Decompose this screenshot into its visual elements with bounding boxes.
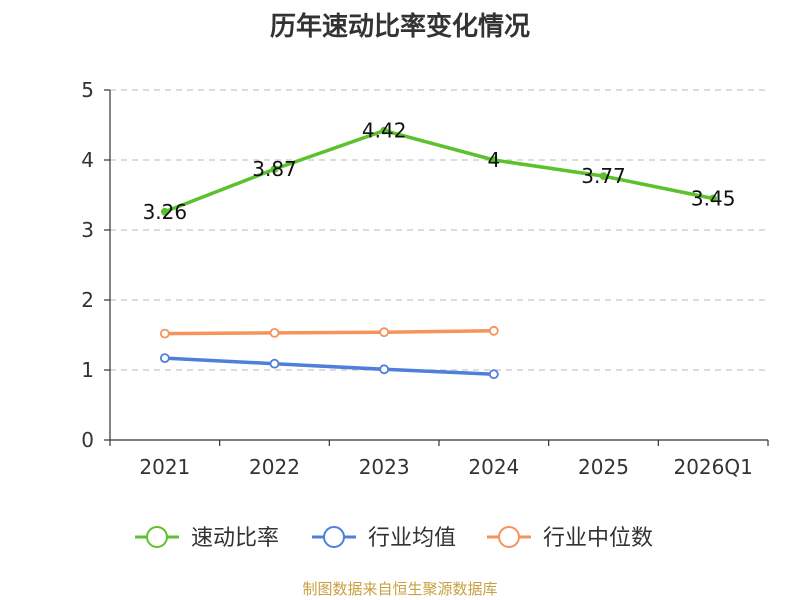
series-line-1 <box>164 356 494 376</box>
data-label-0-4: 3.77 <box>581 164 626 188</box>
chart-title: 历年速动比率变化情况 <box>269 12 530 42</box>
legend-swatch-marker-1 <box>323 526 345 548</box>
data-point-2-0 <box>159 328 170 339</box>
data-labels: 3.26 3.87 4.42 4 3.77 3.45 <box>143 119 736 224</box>
x-tick-label-2026Q1: 2026Q1 <box>673 455 752 479</box>
axes: 0 1 2 3 4 5 2021 2022 2023 2024 2025 2026Q1 <box>81 78 769 479</box>
legend-label-1: 行业均值 <box>368 526 456 551</box>
series-0 <box>160 126 718 216</box>
data-point-0-2 <box>380 126 389 135</box>
data-point-2-2 <box>379 327 390 338</box>
y-tick-label-1: 1 <box>81 358 94 382</box>
legend-item-1[interactable]: 行业均值 <box>312 526 456 551</box>
y-tick-label-0: 0 <box>81 428 94 452</box>
data-label-0-0: 3.26 <box>143 200 188 224</box>
legend-label-2: 行业中位数 <box>543 526 653 551</box>
legend-item-0[interactable]: 速动比率 <box>135 526 279 551</box>
series-line-0 <box>164 128 714 214</box>
y-tick-label-4: 4 <box>81 148 94 172</box>
data-point-2-1 <box>269 327 280 338</box>
series-1 <box>159 353 499 380</box>
data-label-0-1: 3.87 <box>252 157 297 181</box>
data-point-0-1 <box>270 165 279 174</box>
series-lines <box>159 126 718 380</box>
data-point-1-2 <box>379 364 390 375</box>
data-label-0-2: 4.42 <box>362 119 407 143</box>
data-point-0-0 <box>160 207 169 216</box>
x-tick-label-2023: 2023 <box>359 455 410 479</box>
data-point-1-0 <box>159 353 170 364</box>
x-tick-label-2022: 2022 <box>249 455 300 479</box>
legend-item-2[interactable]: 行业中位数 <box>487 526 653 551</box>
data-label-0-5: 3.45 <box>691 187 736 211</box>
x-tick-label-2021: 2021 <box>139 455 190 479</box>
source-note: 制图数据来自恒生聚源数据库 <box>302 580 498 598</box>
legend[interactable]: 速动比率 行业均值 行业中位数 <box>135 526 653 551</box>
data-point-0-3 <box>489 156 498 164</box>
y-tick-label-2: 2 <box>81 288 94 312</box>
data-point-0-4 <box>599 172 608 181</box>
legend-label-0: 速动比率 <box>191 526 279 551</box>
data-point-0-5 <box>709 194 718 203</box>
legend-swatch-marker-2 <box>498 526 520 548</box>
data-label-0-3: 4 <box>487 148 500 172</box>
grid-lines <box>110 89 768 371</box>
x-tick-label-2024: 2024 <box>468 455 519 479</box>
series-line-2 <box>164 329 494 336</box>
data-point-1-3 <box>488 369 499 380</box>
data-point-2-3 <box>488 325 499 336</box>
x-tick-label-2025: 2025 <box>578 455 629 479</box>
series-2 <box>159 325 499 339</box>
data-point-1-1 <box>269 358 280 369</box>
y-tick-label-5: 5 <box>81 78 94 102</box>
y-tick-label-3: 3 <box>81 218 94 242</box>
legend-swatch-marker-0 <box>146 526 168 548</box>
